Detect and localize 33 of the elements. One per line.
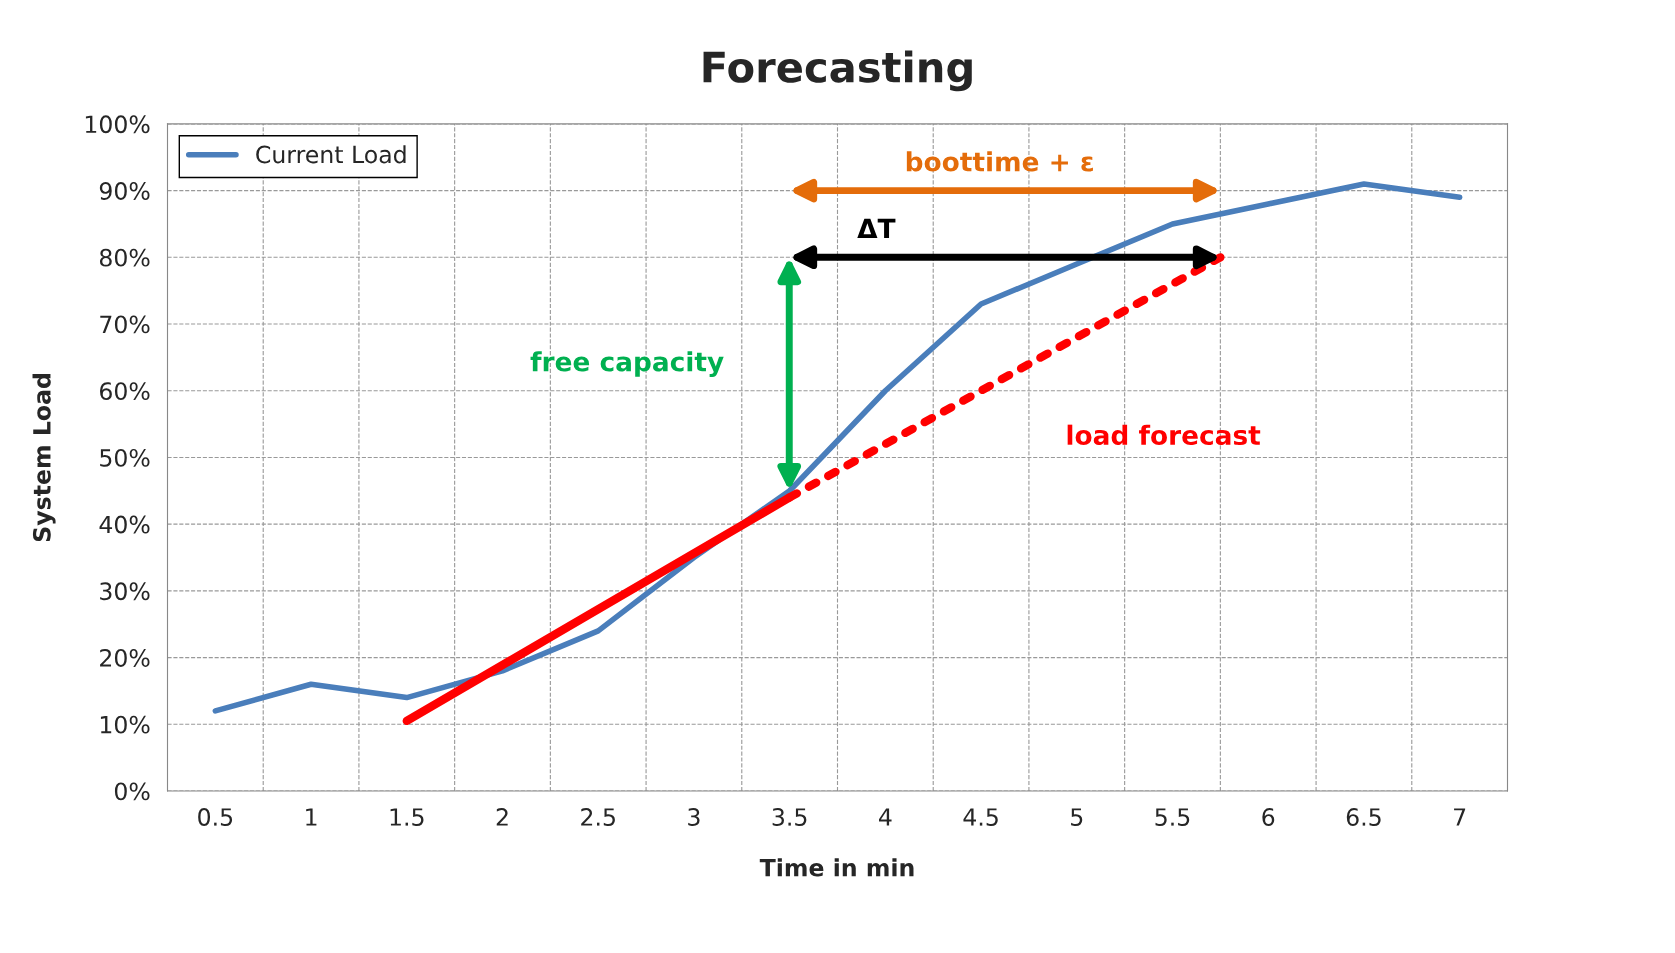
y-axis-title: System Load [32, 374, 56, 542]
y-tick-label: 80% [99, 248, 150, 267]
legend-label: Current Load [256, 145, 406, 164]
x-tick-label: 5.5 [1155, 808, 1190, 826]
x-axis-title: Time in min [759, 858, 914, 877]
x-tick-label: 2.5 [581, 808, 615, 826]
y-tick-label: 0% [114, 782, 150, 801]
x-tick-label: 3.5 [772, 808, 807, 826]
x-tick-label: 4 [879, 808, 892, 826]
x-tick-label: 5 [1071, 808, 1083, 826]
annotation: free capacity [530, 351, 724, 377]
annotation: ΔT [857, 218, 896, 238]
y-tick-label: 10% [100, 715, 150, 734]
x-tick-label: 2 [496, 808, 508, 826]
x-tick-label: 6.5 [1346, 808, 1381, 826]
y-tick-label: 100% [85, 115, 150, 134]
annotation: load forecast [1067, 424, 1261, 446]
y-tick-label: 90% [99, 182, 150, 200]
x-tick-label: 3 [688, 808, 700, 826]
x-tick-label: 6 [1262, 808, 1275, 826]
x-tick-label: 1.5 [390, 808, 424, 826]
y-tick-label: 30% [100, 582, 150, 601]
x-tick-label: 0.5 [198, 808, 233, 826]
y-tick-label: 60% [100, 382, 150, 401]
x-tick-label: 4.5 [963, 808, 998, 826]
y-tick-label: 50% [100, 448, 150, 467]
y-tick-label: 70% [100, 315, 150, 334]
annotation: boottime + ε [906, 151, 1093, 172]
y-tick-label: 40% [99, 515, 150, 534]
x-tick-label: 1 [306, 808, 317, 826]
x-tick-label: 7 [1454, 808, 1466, 826]
chart-title: Forecasting [703, 50, 972, 92]
y-tick-label: 20% [100, 649, 150, 667]
